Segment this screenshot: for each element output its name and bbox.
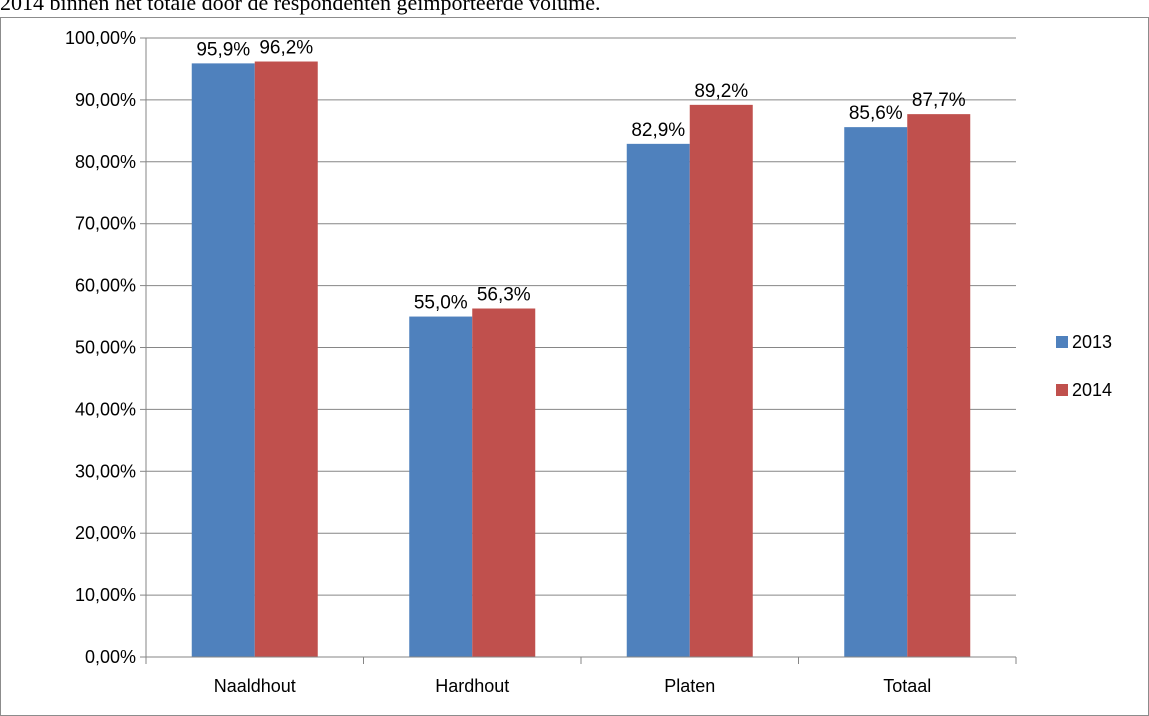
data-label: 89,2% <box>694 81 748 102</box>
data-label: 56,3% <box>477 285 531 306</box>
y-tick-label: 0,00% <box>85 647 136 667</box>
y-tick-label: 80,00% <box>75 152 136 172</box>
y-tick-label: 100,00% <box>65 28 136 48</box>
bar <box>409 316 473 657</box>
y-tick-label: 70,00% <box>75 214 136 234</box>
x-tick-label: Hardhout <box>435 676 509 696</box>
data-labels: 95,9% 96,2% 55,0% 56,3% 82,9% 89,2% 85,6% 87,7% <box>196 38 965 314</box>
bar <box>907 114 971 657</box>
legend-swatch <box>1056 336 1068 348</box>
y-tick-label: 60,00% <box>75 276 136 296</box>
x-tick-label: Platen <box>664 676 715 696</box>
bar <box>472 308 536 657</box>
data-label: 87,7% <box>912 90 966 111</box>
data-label: 95,9% <box>196 39 250 60</box>
axes <box>140 37 1017 664</box>
y-tick-label: 20,00% <box>75 523 136 543</box>
x-tick-label: Naaldhout <box>214 676 296 696</box>
bars <box>191 61 971 658</box>
legend-swatch <box>1056 384 1068 396</box>
bar <box>626 143 690 657</box>
y-axis-tick-labels: 0,00% 10,00% 20,00% 30,00% 40,00% 50,00% 60,00… <box>65 28 136 667</box>
x-tick-label: Totaal <box>883 676 931 696</box>
document-caption-fragment: 2014 binnen het totale door de responden… <box>0 0 601 15</box>
y-tick-label: 50,00% <box>75 338 136 358</box>
data-label: 85,6% <box>849 103 903 124</box>
y-tick-label: 90,00% <box>75 90 136 110</box>
data-label: 82,9% <box>631 120 685 141</box>
data-label: 55,0% <box>414 293 468 314</box>
bar <box>191 63 255 657</box>
legend-label: 2014 <box>1072 380 1112 400</box>
legend-label: 2013 <box>1072 332 1112 352</box>
y-tick-label: 10,00% <box>75 585 136 605</box>
data-label: 96,2% <box>259 38 313 59</box>
bar <box>254 61 318 658</box>
y-tick-label: 40,00% <box>75 399 136 419</box>
bar <box>689 104 753 658</box>
legend: 2013 2014 <box>1056 332 1112 400</box>
bar <box>844 127 908 658</box>
y-tick-label: 30,00% <box>75 461 136 481</box>
x-axis-tick-labels: Naaldhout Hardhout Platen Totaal <box>214 676 932 696</box>
